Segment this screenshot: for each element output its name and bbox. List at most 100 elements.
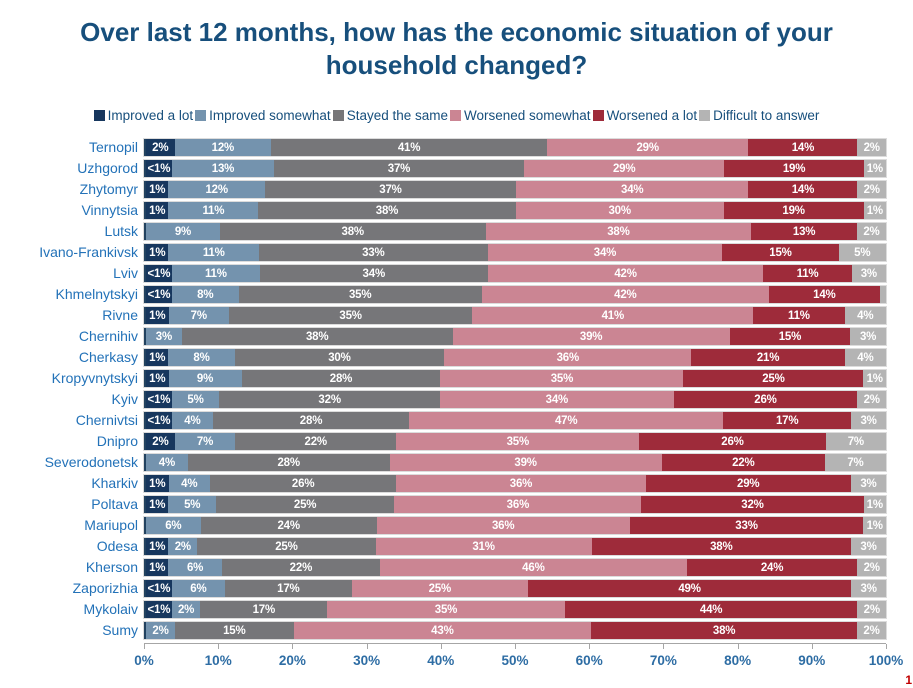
category-label: Chernihiv <box>78 328 138 344</box>
bar-segment-difficult-to-answer: 2% <box>857 139 886 156</box>
legend-item-stayed-the-same: Stayed the same <box>332 108 448 123</box>
bar-segment-worsened-somewhat: 25% <box>351 580 528 597</box>
table-row: Khmelnytskyi <1% 8% 35% 42% 14% <box>5 285 908 304</box>
segment-value-label: 2% <box>863 183 880 196</box>
bar-segment-difficult-to-answer: 1% <box>863 370 886 387</box>
segment-value-label: 17% <box>252 603 276 616</box>
segment-value-label: 35% <box>339 309 362 322</box>
segment-value-label: 25% <box>293 498 317 511</box>
segment-value-label: 13% <box>792 225 816 238</box>
stacked-bar: 1% 12% 37% 34% 14% 2% <box>143 180 887 199</box>
segment-value-label: 3% <box>860 582 877 595</box>
segment-value-label: 35% <box>550 372 574 385</box>
segment-value-label: 4% <box>158 456 176 469</box>
axis-tick-label: 80% <box>724 653 752 668</box>
segment-value-label: 29% <box>636 141 659 154</box>
bar-segment-worsened-somewhat: 36% <box>444 349 692 366</box>
segment-value-label: 1% <box>149 309 166 322</box>
bar-segment-worsened-somewhat: 29% <box>546 139 749 156</box>
table-row: Zaporizhia <1% 6% 17% 25% 49% 3% <box>5 579 908 598</box>
bar-segment-improved-somewhat: 5% <box>171 391 220 408</box>
segment-value-label: 1% <box>149 561 166 574</box>
category-label: Mariupol <box>84 517 138 533</box>
segment-value-label: 30% <box>328 351 351 364</box>
stacked-bar: 2% 15% 43% 38% 2% <box>143 621 887 640</box>
bar-segment-improved-a-lot: 1% <box>146 307 169 324</box>
bar-segment-worsened-a-lot: 11% <box>763 265 852 282</box>
segment-value-label: 1% <box>149 372 166 385</box>
stacked-bar: 1% 11% 33% 34% 15% 5% <box>143 243 887 262</box>
segment-value-label: 32% <box>318 393 341 406</box>
segment-value-label: 9% <box>174 225 192 238</box>
segment-value-label: 37% <box>387 162 411 175</box>
bar-segment-worsened-a-lot: 32% <box>641 496 864 513</box>
bar-segment-difficult-to-answer: 1% <box>863 202 887 219</box>
bar-segment-improved-a-lot: 2% <box>146 433 175 450</box>
bar-segment-improved-a-lot: <1% <box>146 265 172 282</box>
bar-segment-stayed-the-same: 25% <box>197 538 376 555</box>
stacked-bar: 1% 4% 26% 36% 29% 3% <box>143 474 887 493</box>
segment-value-label: 3% <box>860 540 877 553</box>
bar-segment-worsened-somewhat: 39% <box>389 454 662 471</box>
bar-segment-worsened-somewhat: 46% <box>380 559 687 576</box>
bar-segment-improved-a-lot: 1% <box>146 538 169 555</box>
segment-value-label: 1% <box>149 477 166 490</box>
segment-value-label: 19% <box>782 162 806 175</box>
bar-segment-worsened-somewhat: 35% <box>396 433 640 450</box>
stacked-bar: <1% 13% 37% 29% 19% 1% <box>143 159 887 178</box>
stacked-bar: 4% 28% 39% 22% 7% <box>143 453 887 472</box>
segment-value-label: 6% <box>165 519 182 532</box>
bar-segment-improved-a-lot: <1% <box>146 601 172 618</box>
segment-value-label: 1% <box>866 498 883 511</box>
bar-segment-difficult-to-answer: 3% <box>851 412 886 429</box>
segment-value-label: 28% <box>277 456 300 469</box>
segment-value-label: 35% <box>434 603 458 616</box>
bar-segment-worsened-a-lot: 26% <box>639 433 826 450</box>
legend-swatch-icon <box>592 110 604 121</box>
bar-segment-stayed-the-same: 15% <box>175 622 294 639</box>
segment-value-label: 25% <box>275 540 298 553</box>
segment-value-label: 17% <box>277 582 300 595</box>
axis-tick-label: 70% <box>649 653 677 668</box>
stacked-bar: 2% 7% 22% 35% 26% 7% <box>143 432 887 451</box>
segment-value-label: 1% <box>149 540 166 553</box>
axis-tick <box>515 644 516 649</box>
bar-segment-improved-somewhat: 2% <box>168 538 198 555</box>
table-row: Uzhgorod <1% 13% 37% 29% 19% 1% <box>5 159 908 178</box>
bar-segment-worsened-a-lot: 22% <box>661 454 825 471</box>
bar-segment-improved-a-lot: <1% <box>146 286 172 303</box>
bar-segment-difficult-to-answer: 1% <box>863 160 886 177</box>
bar-segment-improved-somewhat: 9% <box>168 370 242 387</box>
bar-segment-improved-somewhat: 3% <box>146 328 182 345</box>
stacked-bar: <1% 8% 35% 42% 14% <box>143 285 887 304</box>
segment-value-label: 2% <box>152 435 169 448</box>
axis-tick <box>144 644 145 649</box>
segment-value-label: 42% <box>614 267 637 280</box>
category-label: Ivano-Frankivsk <box>39 244 138 260</box>
chart-legend: Improved a lot Improved somewhat Stayed th… <box>0 108 913 123</box>
segment-value-label: 25% <box>428 582 452 595</box>
bar-segment-difficult-to-answer: 3% <box>851 265 887 282</box>
bar-segment-improved-somewhat: 6% <box>168 559 222 576</box>
category-label: Odesa <box>96 538 138 554</box>
axis-tick-label: 20% <box>278 653 306 668</box>
legend-label: Improved a lot <box>107 108 194 123</box>
segment-value-label: 33% <box>362 246 385 259</box>
table-row: Lviv <1% 11% 34% 42% 11% 3% <box>5 264 908 283</box>
table-row: Kherson 1% 6% 22% 46% 24% 2% <box>5 558 908 577</box>
bar-segment-difficult-to-answer: 4% <box>844 349 886 366</box>
category-label: Mykolaiv <box>83 601 138 617</box>
bar-segment-stayed-the-same: 32% <box>219 391 441 408</box>
segment-value-label: 15% <box>223 624 246 637</box>
segment-value-label: 13% <box>211 162 235 175</box>
table-row: Kyiv <1% 5% 32% 34% 26% 2% <box>5 390 908 409</box>
bar-segment-stayed-the-same: 22% <box>221 559 381 576</box>
bar-segment-worsened-somewhat: 36% <box>396 475 646 492</box>
segment-value-label: 33% <box>735 519 758 532</box>
bar-segment-improved-somewhat: 11% <box>171 265 260 282</box>
bar-segment-worsened-a-lot: 33% <box>629 517 864 534</box>
segment-value-label: <1% <box>147 288 171 301</box>
stacked-bar: <1% 6% 17% 25% 49% 3% <box>143 579 887 598</box>
segment-value-label: 14% <box>791 183 815 196</box>
segment-value-label: 15% <box>769 246 792 259</box>
